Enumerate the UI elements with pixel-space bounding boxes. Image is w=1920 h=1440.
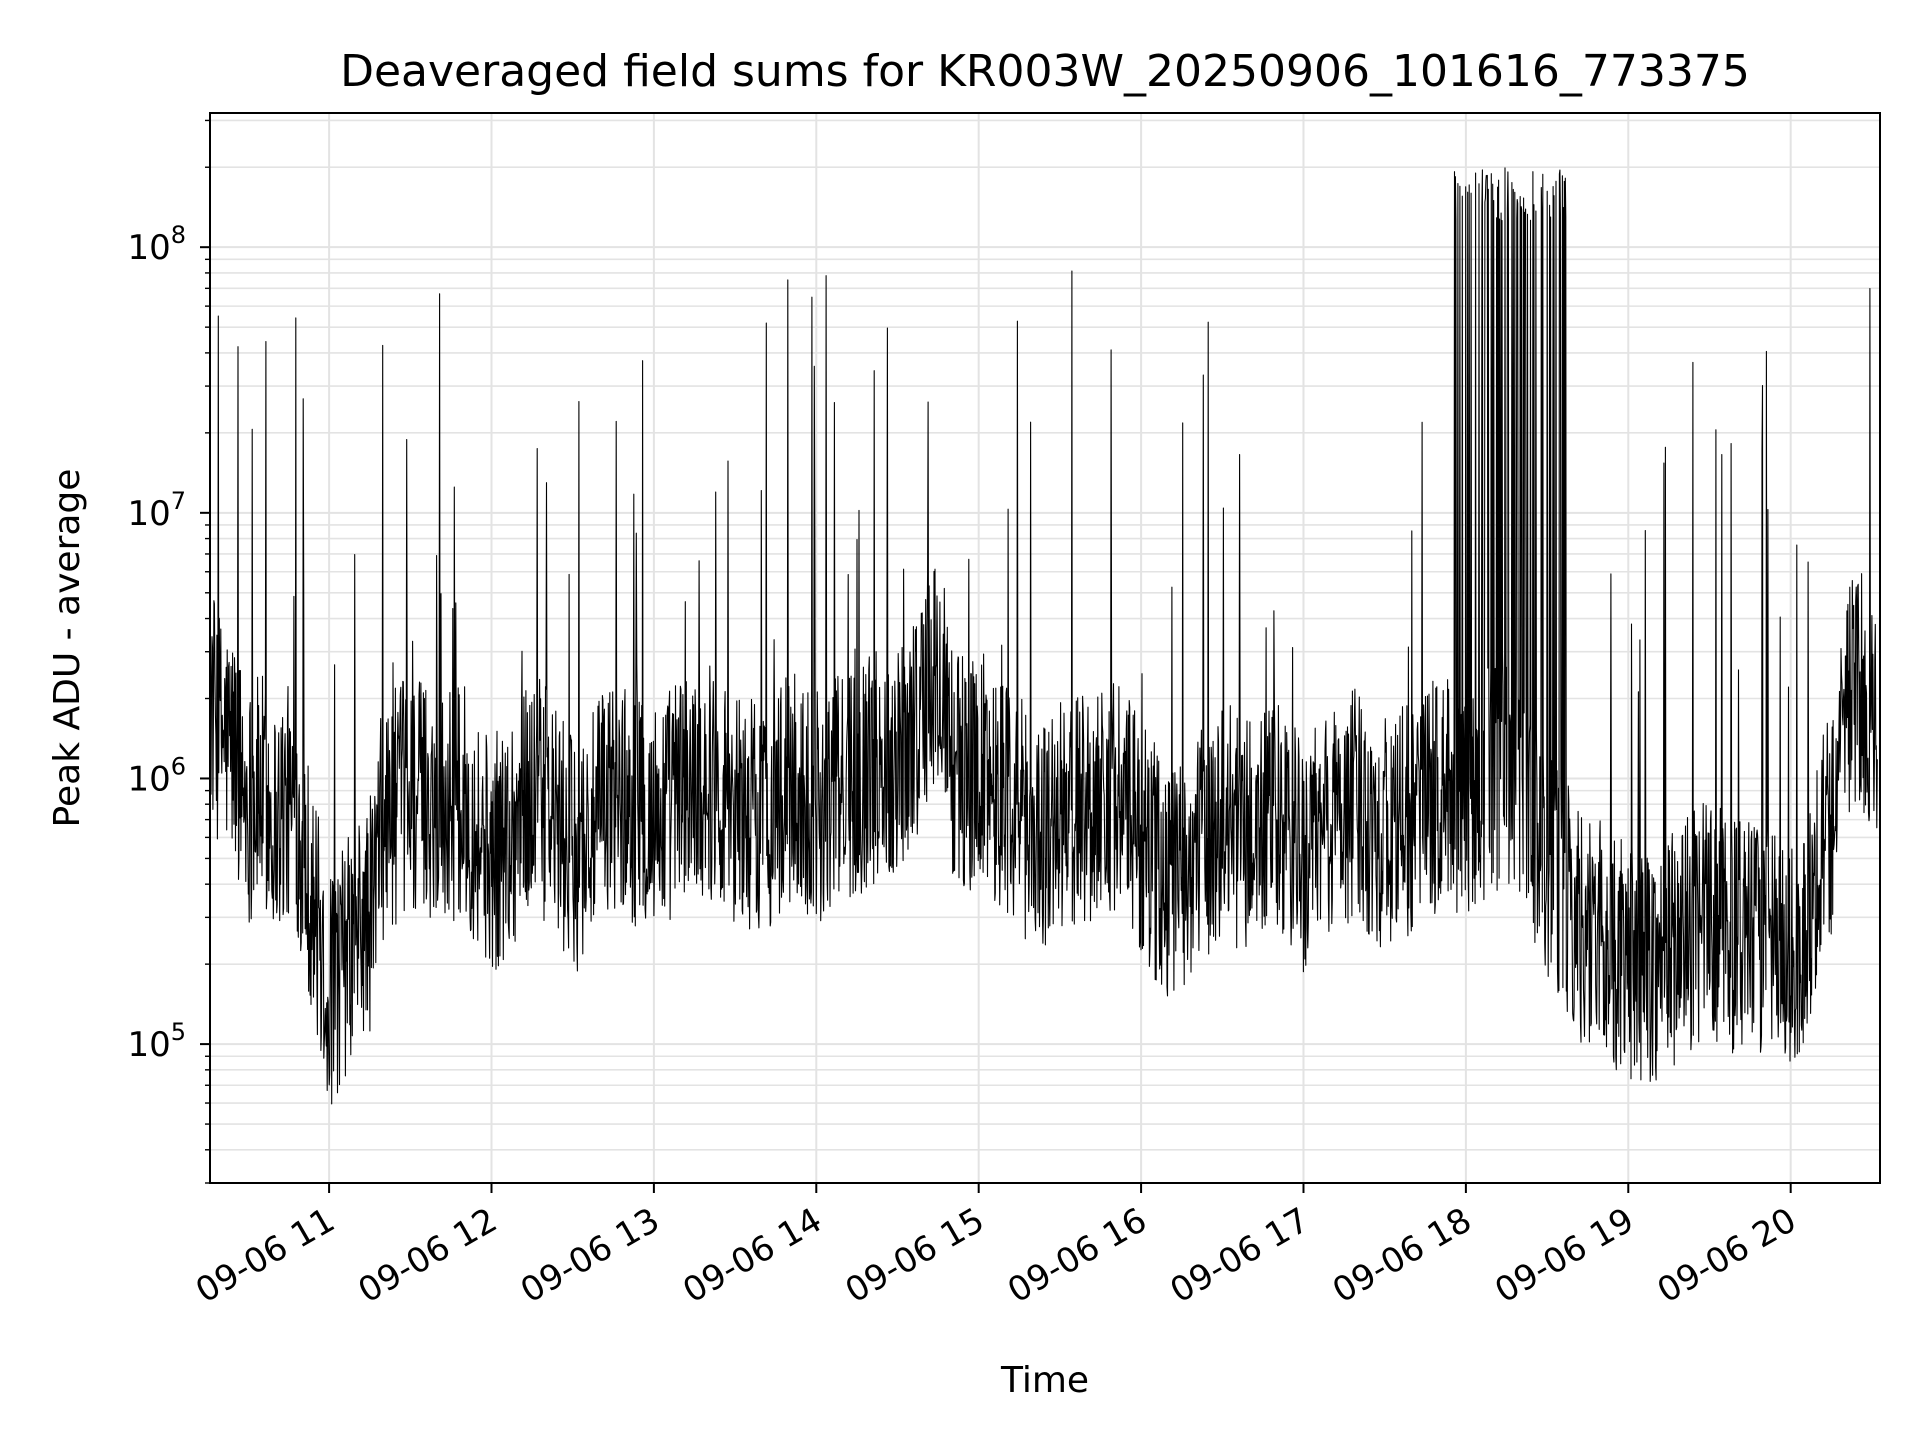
series-line [209, 167, 1878, 1105]
x-axis-label: Time [1000, 1360, 1089, 1401]
series-layer [209, 167, 1878, 1105]
y-tick-label: 108 [127, 221, 186, 268]
chart-title: Deaveraged field sums for KR003W_2025090… [340, 46, 1750, 97]
y-tick-label: 105 [127, 1018, 186, 1065]
y-axis: 105 106 107 108 [127, 119, 210, 1184]
y-axis-label: Peak ADU - average [47, 469, 88, 828]
plot-frame [209, 112, 1881, 1184]
y-tick-label: 106 [127, 752, 186, 799]
y-tick-label: 107 [127, 487, 186, 534]
